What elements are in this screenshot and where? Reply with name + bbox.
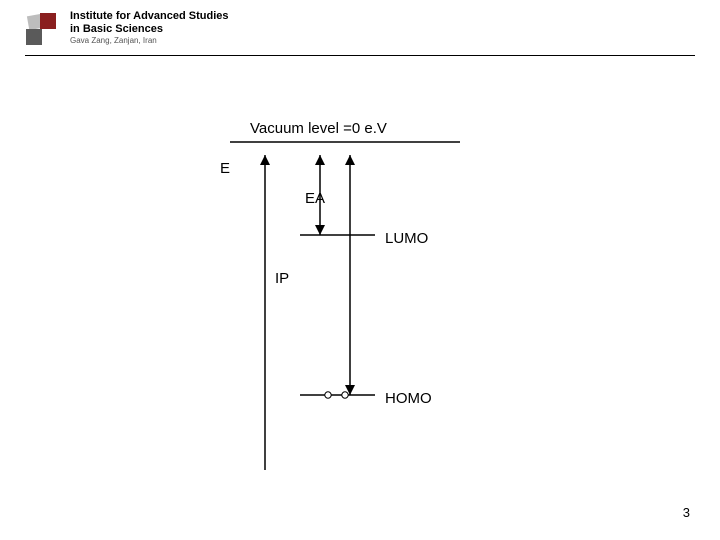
label-EA: EA [305, 190, 325, 207]
vacuum-level-title: Vacuum level =0 e.V [250, 120, 387, 137]
y-axis-label-E: E [220, 160, 230, 177]
institute-location: Gava Zang, Zanjan, Iran [70, 36, 229, 45]
header: Institute for Advanced Studies in Basic … [0, 0, 720, 60]
energy-level-diagram: Vacuum level =0 e.V E EA IP LUMO HOMO [180, 100, 540, 480]
label-LUMO: LUMO [385, 230, 428, 247]
institute-name-1: Institute for Advanced Studies [70, 10, 229, 23]
label-HOMO: HOMO [385, 390, 432, 407]
label-IP: IP [275, 270, 289, 287]
diagram-svg [180, 100, 540, 480]
institute-logo-icon [25, 12, 61, 48]
page-number: 3 [683, 505, 690, 520]
header-divider [25, 55, 695, 56]
institute-text: Institute for Advanced Studies in Basic … [70, 10, 229, 45]
institute-name-2: in Basic Sciences [70, 23, 229, 36]
